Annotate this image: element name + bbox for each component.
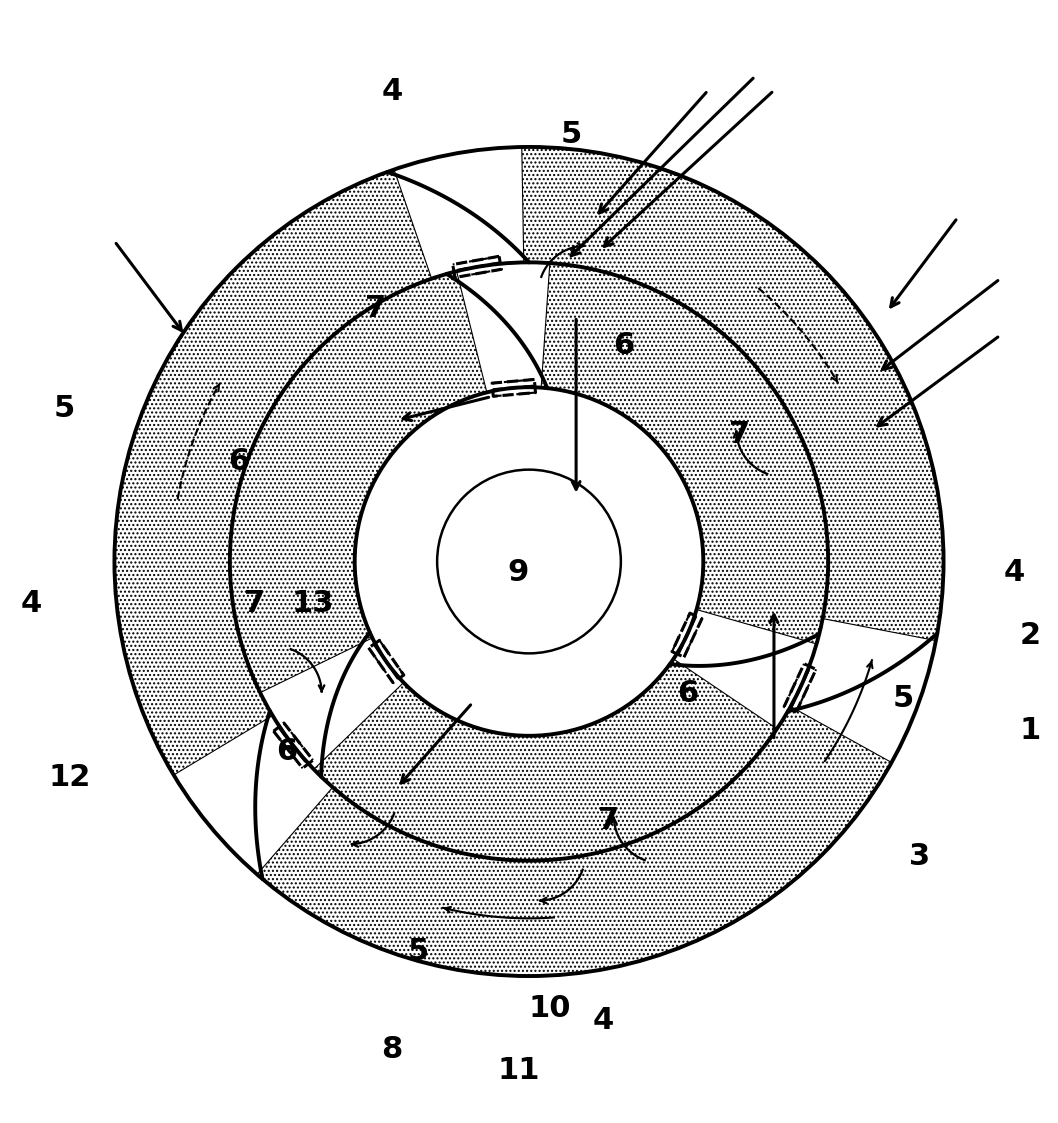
Text: 9: 9 (508, 557, 529, 586)
Text: 10: 10 (529, 994, 571, 1023)
Text: 6: 6 (677, 679, 698, 707)
Text: 5: 5 (54, 394, 75, 423)
Text: 5: 5 (893, 684, 914, 713)
Text: 11: 11 (497, 1056, 540, 1085)
Text: 7: 7 (244, 590, 266, 618)
Text: 4: 4 (381, 77, 402, 107)
Polygon shape (230, 272, 487, 693)
Text: 3: 3 (909, 842, 930, 871)
Text: 6: 6 (276, 737, 297, 766)
Polygon shape (314, 659, 777, 860)
Text: 12: 12 (49, 764, 91, 793)
Text: 1: 1 (1020, 715, 1041, 745)
Text: 2: 2 (1020, 621, 1041, 650)
Text: 8: 8 (381, 1034, 402, 1063)
Text: 4: 4 (20, 590, 41, 618)
Text: 6: 6 (614, 330, 635, 359)
Text: 13: 13 (292, 590, 334, 618)
Text: 7: 7 (729, 420, 750, 449)
Polygon shape (522, 147, 944, 640)
Text: 5: 5 (561, 120, 582, 148)
Polygon shape (114, 170, 432, 775)
Polygon shape (257, 706, 892, 976)
Polygon shape (541, 263, 828, 643)
Text: 5: 5 (407, 938, 428, 967)
Text: 7: 7 (365, 294, 386, 322)
Text: 4: 4 (592, 1006, 614, 1035)
Text: 6: 6 (229, 447, 250, 476)
Text: 7: 7 (598, 805, 619, 834)
Text: 4: 4 (1004, 557, 1025, 586)
